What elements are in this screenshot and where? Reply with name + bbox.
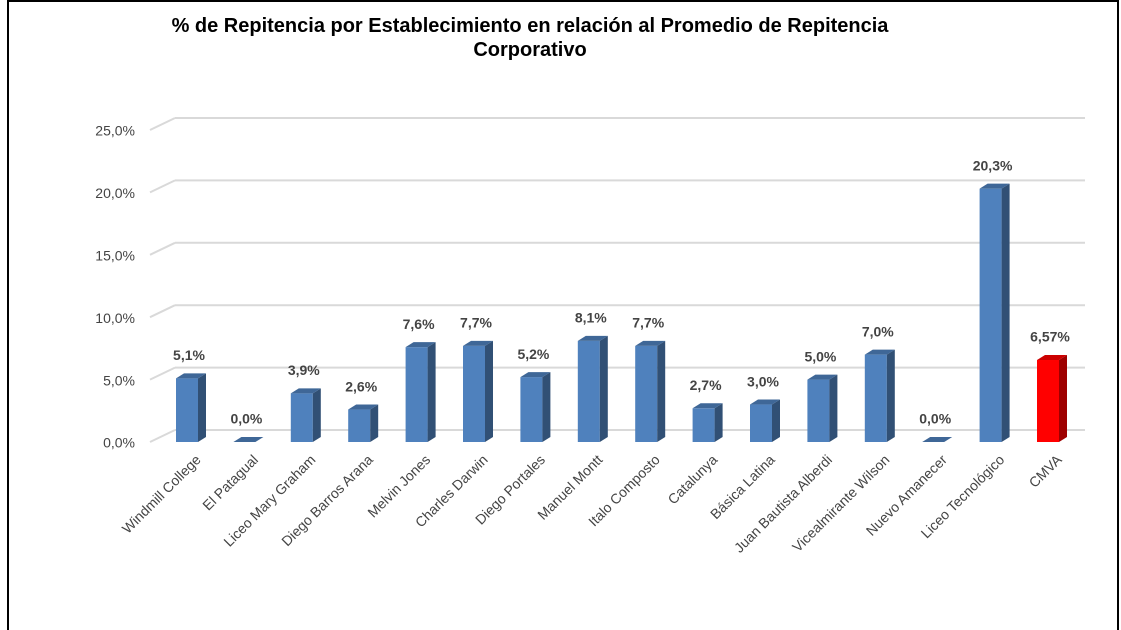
- bar-top: [864, 349, 895, 355]
- bar-side: [599, 335, 608, 442]
- bar-side: [312, 388, 321, 442]
- bar-front: [520, 377, 543, 442]
- bar-side: [198, 373, 206, 442]
- y-tick-label: 10,0%: [95, 310, 135, 326]
- grid-line-depth: [149, 304, 176, 319]
- y-tick-label: 20,0%: [95, 185, 135, 201]
- value-label: 5,2%: [517, 346, 549, 362]
- value-label: 8,1%: [575, 310, 607, 326]
- x-tick-label: CMVA: [1026, 451, 1066, 491]
- bar-top: [1037, 355, 1067, 361]
- value-label: 5,0%: [804, 348, 836, 364]
- bar-top: [520, 372, 551, 378]
- y-tick-label: 15,0%: [95, 248, 135, 264]
- bar-side: [657, 340, 666, 442]
- value-label: 6,57%: [1030, 329, 1070, 345]
- value-label: 3,0%: [747, 373, 779, 389]
- y-tick-label: 0,0%: [103, 435, 135, 451]
- value-label: 2,6%: [345, 378, 377, 394]
- bar-front: [807, 379, 830, 442]
- bar-front: [750, 404, 772, 442]
- bar-side: [542, 372, 551, 442]
- bar-side: [427, 342, 436, 442]
- bar-top: [750, 399, 780, 405]
- bar-front: [577, 340, 600, 442]
- bar-side: [370, 404, 379, 442]
- bar-front: [1037, 360, 1059, 442]
- grid-line-depth: [149, 179, 176, 194]
- x-tick-label: Catalunya: [664, 451, 720, 507]
- bar-front: [635, 345, 658, 442]
- bar-top: [922, 437, 953, 442]
- bar-top: [692, 403, 723, 409]
- frame: [7, 0, 1119, 630]
- grid-line-depth: [149, 366, 176, 381]
- x-tick-label: Juan Bautista Alberdi: [731, 451, 835, 555]
- bar-side: [1001, 183, 1010, 442]
- bar-top: [290, 388, 321, 394]
- x-tick-label: Windmill College: [119, 451, 204, 536]
- grid-line-depth: [149, 117, 176, 131]
- value-label: 7,6%: [403, 316, 435, 332]
- bar-front: [405, 347, 428, 442]
- bar-front: [692, 408, 715, 442]
- bar-side: [485, 340, 493, 442]
- value-label: 7,7%: [460, 315, 492, 331]
- chart-title: % de Repitencia por Establecimiento en r…: [171, 15, 889, 61]
- bar-top: [405, 342, 436, 348]
- bar-front: [864, 354, 887, 442]
- value-label: 5,1%: [173, 347, 205, 363]
- bar-top: [233, 437, 264, 442]
- bar-top: [979, 183, 1010, 189]
- y-tick-label: 5,0%: [103, 372, 135, 388]
- bar-front: [290, 393, 313, 442]
- value-label: 7,7%: [632, 315, 664, 331]
- y-tick-label: 25,0%: [95, 123, 135, 139]
- bar-top: [635, 340, 666, 346]
- bar-side: [829, 374, 838, 442]
- bar-front: [176, 378, 198, 442]
- bar-side: [714, 403, 723, 442]
- value-label: 0,0%: [230, 411, 262, 427]
- bar-side: [1059, 355, 1067, 442]
- bar-side: [772, 399, 780, 442]
- value-label: 2,7%: [690, 377, 722, 393]
- value-label: 0,0%: [919, 411, 951, 427]
- bar-top: [807, 374, 838, 380]
- grid-line-depth: [149, 241, 176, 256]
- bar-top: [348, 404, 379, 410]
- value-label: 7,0%: [862, 323, 894, 339]
- bar-side: [886, 349, 895, 442]
- value-label: 3,9%: [288, 362, 320, 378]
- bar-front: [348, 409, 371, 442]
- value-label: 20,3%: [973, 157, 1013, 173]
- bar-top: [463, 340, 493, 346]
- bar-front: [979, 188, 1002, 442]
- x-tick-label: Vicealmirante Wilson: [789, 451, 893, 555]
- bar-front: [463, 345, 485, 442]
- grid-line-depth: [149, 429, 176, 443]
- bar-top: [176, 373, 206, 379]
- x-tick-label: El Patagual: [199, 451, 261, 513]
- bar-top: [577, 335, 608, 341]
